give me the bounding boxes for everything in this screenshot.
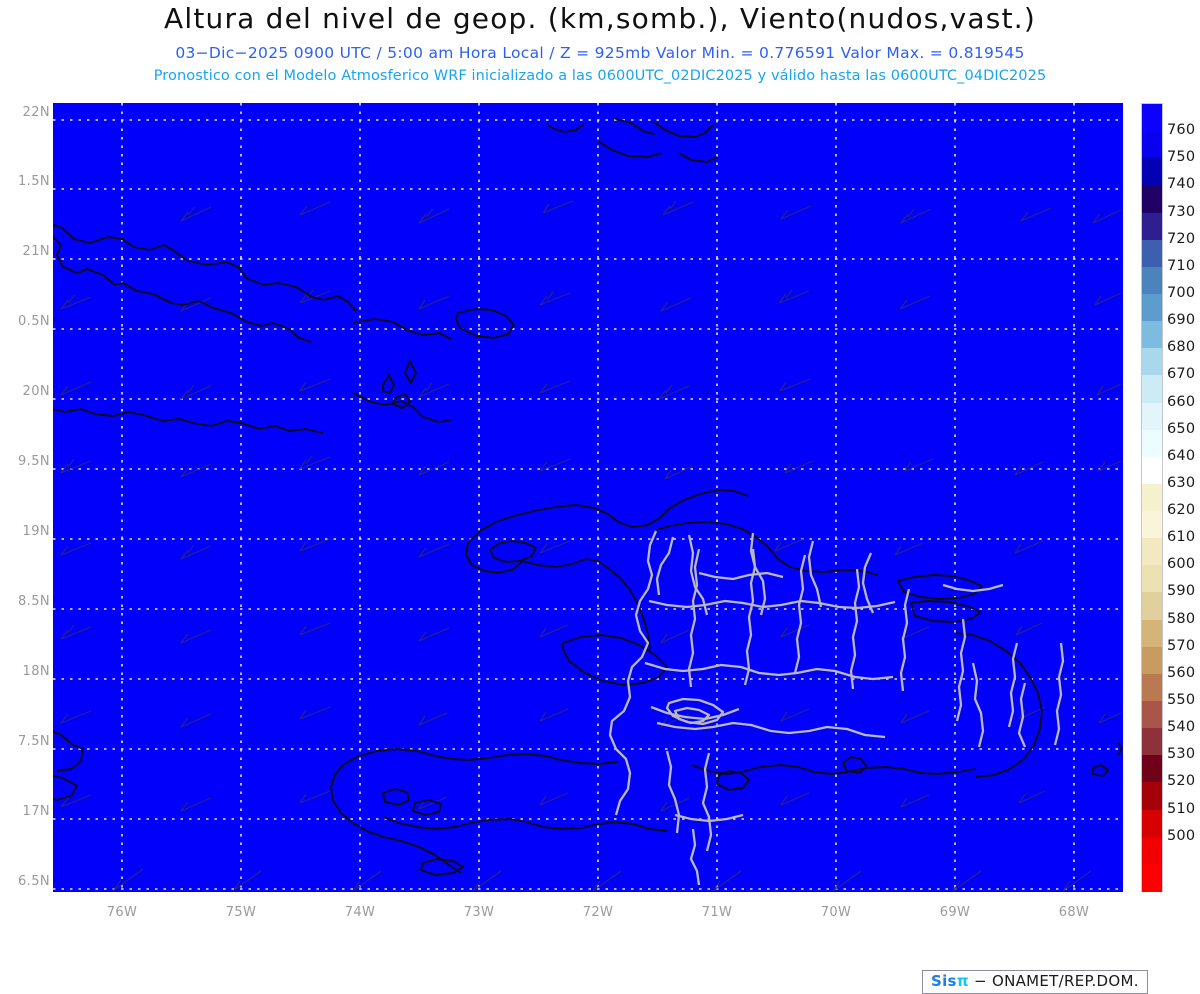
colorbar-band (1142, 565, 1162, 594)
colorbar-tick-label: 760 (1167, 122, 1196, 139)
colorbar-tick-label: 630 (1167, 474, 1196, 491)
colorbar-tick-label: 640 (1167, 447, 1196, 464)
colorbar-band (1142, 429, 1162, 458)
x-tick-74W: 74W (344, 905, 376, 920)
y-tick-19_5N: 9.5N (18, 454, 50, 469)
colorbar-band (1142, 185, 1162, 214)
province-borders (608, 530, 1065, 886)
colorbar-band (1142, 511, 1162, 539)
colorbar-tick-label: 650 (1167, 420, 1196, 437)
colorbar-tick-label: 540 (1167, 719, 1196, 736)
forecast-meta-line: 03−Dic−2025 0900 UTC / 5:00 am Hora Loca… (175, 44, 1025, 62)
colorbar-band (1142, 483, 1162, 512)
colorbar-band (1142, 293, 1162, 322)
colorbar-band (1142, 104, 1162, 132)
sis-logo-text: Sis (931, 972, 957, 990)
colorbar-band (1142, 592, 1162, 621)
colorbar-tick-label: 560 (1167, 664, 1196, 681)
y-tick-22N: 22N (22, 105, 50, 120)
colorbar-band (1142, 673, 1162, 702)
colorbar-tick-label: 670 (1167, 366, 1196, 383)
page-title: Altura del nivel de geop. (km,somb.), Vi… (164, 2, 1036, 35)
colorbar-tick-label: 700 (1167, 284, 1196, 301)
colorbar-tick-label: 690 (1167, 312, 1196, 329)
colorbar-tick-label: 720 (1167, 230, 1196, 247)
colorbar-band (1142, 266, 1162, 295)
y-tick-21N: 21N (22, 244, 50, 259)
colorbar-band (1142, 239, 1162, 268)
colorbar-band (1142, 728, 1162, 756)
pi-symbol-icon: π (956, 972, 969, 990)
colorbar-band (1142, 402, 1162, 431)
colorbar-tick-label: 570 (1167, 637, 1196, 654)
colorbar-tick-label: 500 (1167, 827, 1196, 844)
colorbar-band (1142, 836, 1162, 865)
colorbar-band (1142, 321, 1162, 349)
x-tick-73W: 73W (463, 905, 495, 920)
colorbar-tick-label: 710 (1167, 257, 1196, 274)
colorbar-tick-label: 580 (1167, 610, 1196, 627)
colorbar-band (1142, 646, 1162, 675)
y-tick-16_5N: 6.5N (18, 874, 50, 889)
colorbar-band (1142, 212, 1162, 241)
colorbar-band (1142, 619, 1162, 648)
x-tick-75W: 75W (225, 905, 257, 920)
x-tick-68W: 68W (1058, 905, 1090, 920)
colorbar-band (1142, 375, 1162, 404)
gridlines-horizontal (53, 119, 1123, 890)
y-tick-19N: 19N (22, 524, 50, 539)
colorbar-tick-label: 510 (1167, 800, 1196, 817)
colorbar-tick-label: 620 (1167, 502, 1196, 519)
attribution-agency: − ONAMET/REP.DOM. (968, 972, 1139, 990)
y-tick-20N: 20N (22, 384, 50, 399)
colorbar-band (1142, 348, 1162, 376)
colorbar-tick-label: 520 (1167, 773, 1196, 790)
attribution-badge: Sisπ − ONAMET/REP.DOM. (922, 970, 1148, 994)
x-tick-71W: 71W (701, 905, 733, 920)
colorbar-tick-label: 550 (1167, 692, 1196, 709)
colorbar-band (1142, 456, 1162, 485)
colorbar-tick-label: 590 (1167, 583, 1196, 600)
map-svg (53, 103, 1123, 892)
chart-header: Altura del nivel de geop. (km,somb.), Vi… (0, 0, 1200, 95)
y-tick-18_5N: 8.5N (18, 594, 50, 609)
colorbar-tick-label: 750 (1167, 149, 1196, 166)
model-description-line: Pronostico con el Modelo Atmosferico WRF… (153, 68, 1047, 84)
colorbar-tick-label: 610 (1167, 529, 1196, 546)
y-tick-18N: 18N (22, 664, 50, 679)
weather-map[interactable] (53, 103, 1123, 892)
x-tick-69W: 69W (939, 905, 971, 920)
colorbar-band (1142, 131, 1162, 159)
plot-area-wrapper: 22N 1.5N 21N 0.5N 20N 9.5N 19N 8.5N 18N … (0, 95, 1200, 994)
colorbar-band (1142, 782, 1162, 811)
wind-barbs (60, 200, 1122, 892)
colorbar[interactable] (1141, 103, 1163, 892)
y-tick-17_5N: 7.5N (18, 734, 50, 749)
colorbar-tick-label: 530 (1167, 746, 1196, 763)
y-tick-20_5N: 0.5N (18, 314, 50, 329)
colorbar-band (1142, 701, 1162, 729)
colorbar-tick-label: 600 (1167, 556, 1196, 573)
colorbar-tick-label: 740 (1167, 176, 1196, 193)
colorbar-band (1142, 538, 1162, 566)
colorbar-band (1142, 755, 1162, 784)
colorbar-tick-label: 680 (1167, 339, 1196, 356)
colorbar-tick-label: 730 (1167, 203, 1196, 220)
colorbar-band (1142, 809, 1162, 838)
colorbar-tick-label: 660 (1167, 393, 1196, 410)
colorbar-band (1142, 863, 1162, 892)
x-tick-72W: 72W (582, 905, 614, 920)
colorbar-band (1142, 158, 1162, 186)
x-tick-70W: 70W (820, 905, 852, 920)
y-tick-17N: 17N (22, 804, 50, 819)
coastlines (53, 117, 1123, 876)
x-tick-76W: 76W (106, 905, 138, 920)
y-tick-21_5N: 1.5N (18, 174, 50, 189)
